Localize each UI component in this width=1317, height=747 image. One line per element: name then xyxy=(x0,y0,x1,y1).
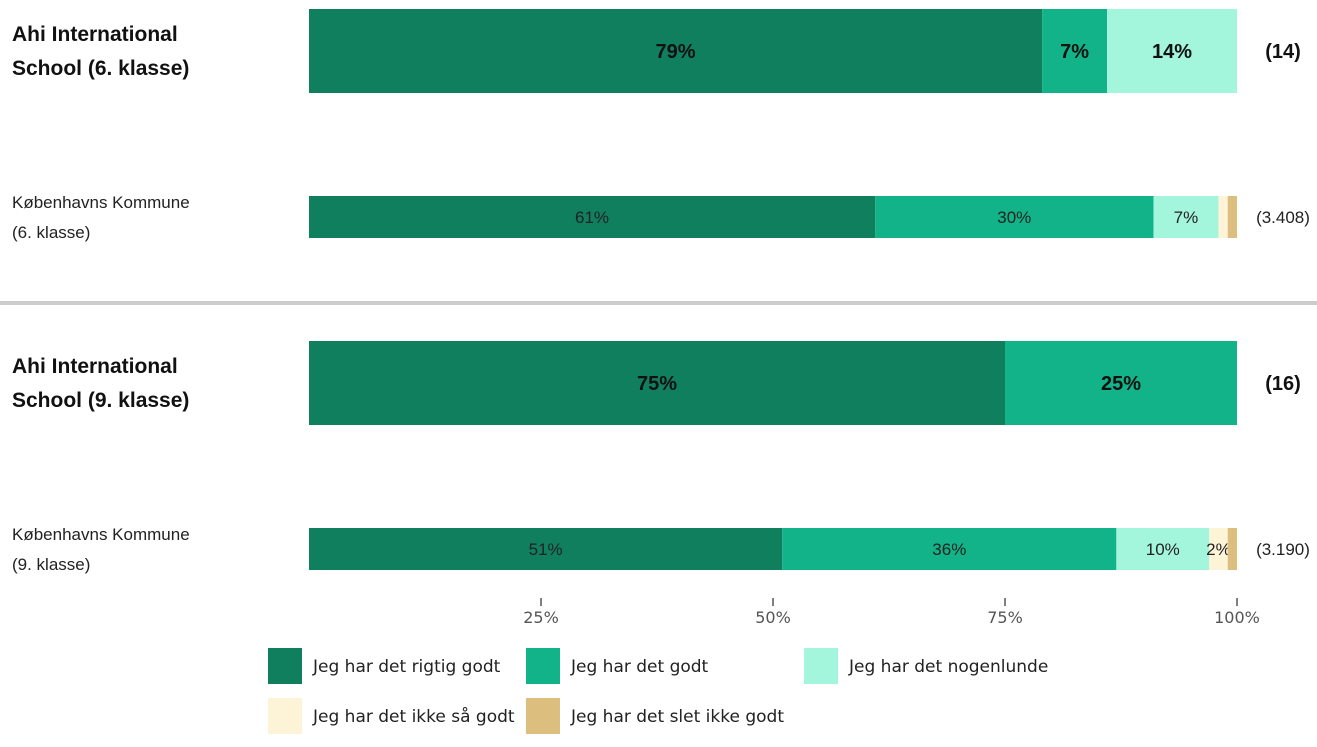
bar-value-label: 75% xyxy=(637,373,677,395)
row-label-line: Ahi International xyxy=(12,355,178,378)
bar-value-label: 61% xyxy=(575,208,609,227)
x-tick-label: 100% xyxy=(1214,608,1260,627)
legend-label: Jeg har det slet ikke godt xyxy=(570,707,784,727)
bar-segment xyxy=(1227,528,1237,570)
bar-segment xyxy=(1227,196,1237,238)
bar-value-label: 30% xyxy=(997,208,1031,227)
legend-swatch xyxy=(268,648,302,684)
bar-value-label: 7% xyxy=(1174,208,1199,227)
bar-segment xyxy=(1209,528,1228,570)
bar-value-label: 14% xyxy=(1152,41,1192,63)
bar-segment xyxy=(309,196,876,238)
bar-segment xyxy=(309,528,783,570)
legend-swatch xyxy=(804,648,838,684)
bar-value-label: 25% xyxy=(1101,373,1141,395)
bar-segment xyxy=(1107,9,1237,93)
bar-segment xyxy=(1005,341,1237,425)
bar-segment xyxy=(782,528,1117,570)
bar-segment xyxy=(1153,196,1219,238)
legend-label: Jeg har det godt xyxy=(570,657,709,677)
bar-value-label: 7% xyxy=(1060,41,1089,63)
row-label-line: School (9. klasse) xyxy=(12,389,189,412)
bar-segment xyxy=(1116,528,1210,570)
legend-swatch xyxy=(526,698,560,734)
bar-segment xyxy=(875,196,1154,238)
bar-value-label: 10% xyxy=(1146,540,1180,559)
bar-segment xyxy=(1218,196,1228,238)
row-count: (3.408) xyxy=(1256,208,1310,227)
x-tick-label: 75% xyxy=(987,608,1023,627)
row-label-line: Ahi International xyxy=(12,23,178,46)
row-label-line: (6. klasse) xyxy=(12,223,90,242)
bar-segment xyxy=(1042,9,1108,93)
bar-value-label: 2% xyxy=(1206,540,1231,559)
legend-label: Jeg har det nogenlunde xyxy=(848,657,1048,677)
legend-label: Jeg har det ikke så godt xyxy=(312,706,515,727)
x-tick-label: 25% xyxy=(523,608,559,627)
legend-swatch xyxy=(526,648,560,684)
legend-label: Jeg har det rigtig godt xyxy=(312,657,501,677)
row-count: (14) xyxy=(1265,41,1301,63)
x-tick-label: 50% xyxy=(755,608,791,627)
bar-segment xyxy=(309,9,1043,93)
row-label-line: Københavns Kommune xyxy=(12,525,190,544)
row-count: (16) xyxy=(1265,373,1301,395)
row-label-line: School (6. klasse) xyxy=(12,57,189,80)
bar-segment xyxy=(309,341,1005,425)
row-count: (3.190) xyxy=(1256,540,1310,559)
bar-value-label: 36% xyxy=(932,540,966,559)
legend-swatch xyxy=(268,698,302,734)
bar-value-label: 51% xyxy=(529,540,563,559)
bar-value-label: 79% xyxy=(656,41,696,63)
row-label-line: Københavns Kommune xyxy=(12,193,190,212)
row-label-line: (9. klasse) xyxy=(12,555,90,574)
